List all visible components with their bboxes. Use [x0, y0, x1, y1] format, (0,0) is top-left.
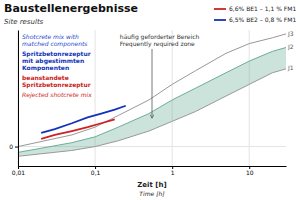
- tick: 0,01: [12, 166, 26, 176]
- annotation-line: Shotcrete mix with: [22, 33, 79, 40]
- grid-line: [172, 30, 173, 166]
- x-axis-label: Time [h]: [139, 190, 165, 197]
- reference-curve: [18, 34, 286, 147]
- annotation: beanstandeteSpritzbetonrezeptur: [22, 74, 91, 89]
- subtitle: Site results: [4, 18, 44, 26]
- curve-label: J2: [287, 43, 294, 51]
- legend-entry: 6,6% BE1 – 1,1 % FM1: [229, 5, 296, 12]
- tick-label: 10: [246, 169, 254, 176]
- tick: 1: [171, 166, 175, 176]
- tick-mark: [15, 147, 18, 148]
- y-axis: 0: [9, 31, 18, 167]
- axis-line: [19, 166, 287, 167]
- annotation-line: Frequently required zone: [120, 40, 195, 48]
- chart: 0,01 0,1 1 10 0 J1 J2 J3 häufig geforderter Bere…: [0, 0, 300, 200]
- x-axis: 0,01 0,1 1 10: [12, 166, 287, 176]
- annotation: Rejected shotcrete mix: [22, 91, 92, 99]
- legend: 6,6% BE1 – 1,1 % FM1 6,5% BE2 – 0,8 % FM1: [214, 5, 296, 23]
- curve-label: J1: [287, 64, 294, 72]
- grid: [18, 30, 286, 166]
- annotation-line: Rejected shotcrete mix: [22, 91, 92, 99]
- tick: 10: [246, 166, 254, 176]
- zone: [18, 47, 286, 156]
- legend-swatch: [214, 19, 226, 21]
- legend-entry: 6,5% BE2 – 0,8 % FM1: [229, 16, 296, 23]
- reference-curve: [18, 47, 286, 152]
- annotation-line: beanstandete: [22, 74, 69, 81]
- curve-label: J3: [287, 30, 294, 38]
- tick-label: 0: [9, 143, 13, 150]
- tick: 0,1: [91, 166, 101, 176]
- annotation-line: Komponenten: [22, 64, 69, 72]
- x-axis-label: Zeit [h]: [137, 181, 166, 189]
- tick-label: 0,01: [12, 169, 26, 176]
- legend-swatch: [214, 8, 226, 10]
- annotation: häufig geforderter BereichFrequently req…: [120, 33, 200, 48]
- tick: 0: [9, 143, 18, 150]
- annotation: Spritzbetonrezepturmit abgestimmtenKompo…: [22, 50, 91, 72]
- tick-label: 1: [171, 169, 175, 176]
- grid-line: [18, 30, 19, 166]
- grid-line: [249, 30, 250, 166]
- series-line: [41, 106, 126, 133]
- annotation-line: matched components: [22, 40, 87, 48]
- annotation: Shotcrete mix withmatched components: [22, 33, 87, 48]
- marks: [18, 34, 286, 156]
- tick-label: 0,1: [91, 169, 101, 176]
- annotation-line: Spritzbetonrezeptur: [22, 81, 91, 89]
- title: Baustellenergebnisse: [4, 2, 138, 15]
- axis-line: [18, 31, 19, 167]
- annotation-arrow: [152, 49, 153, 118]
- plot: 0,01 0,1 1 10 0 J1 J2 J3 häufig geforderter Bere…: [9, 30, 294, 177]
